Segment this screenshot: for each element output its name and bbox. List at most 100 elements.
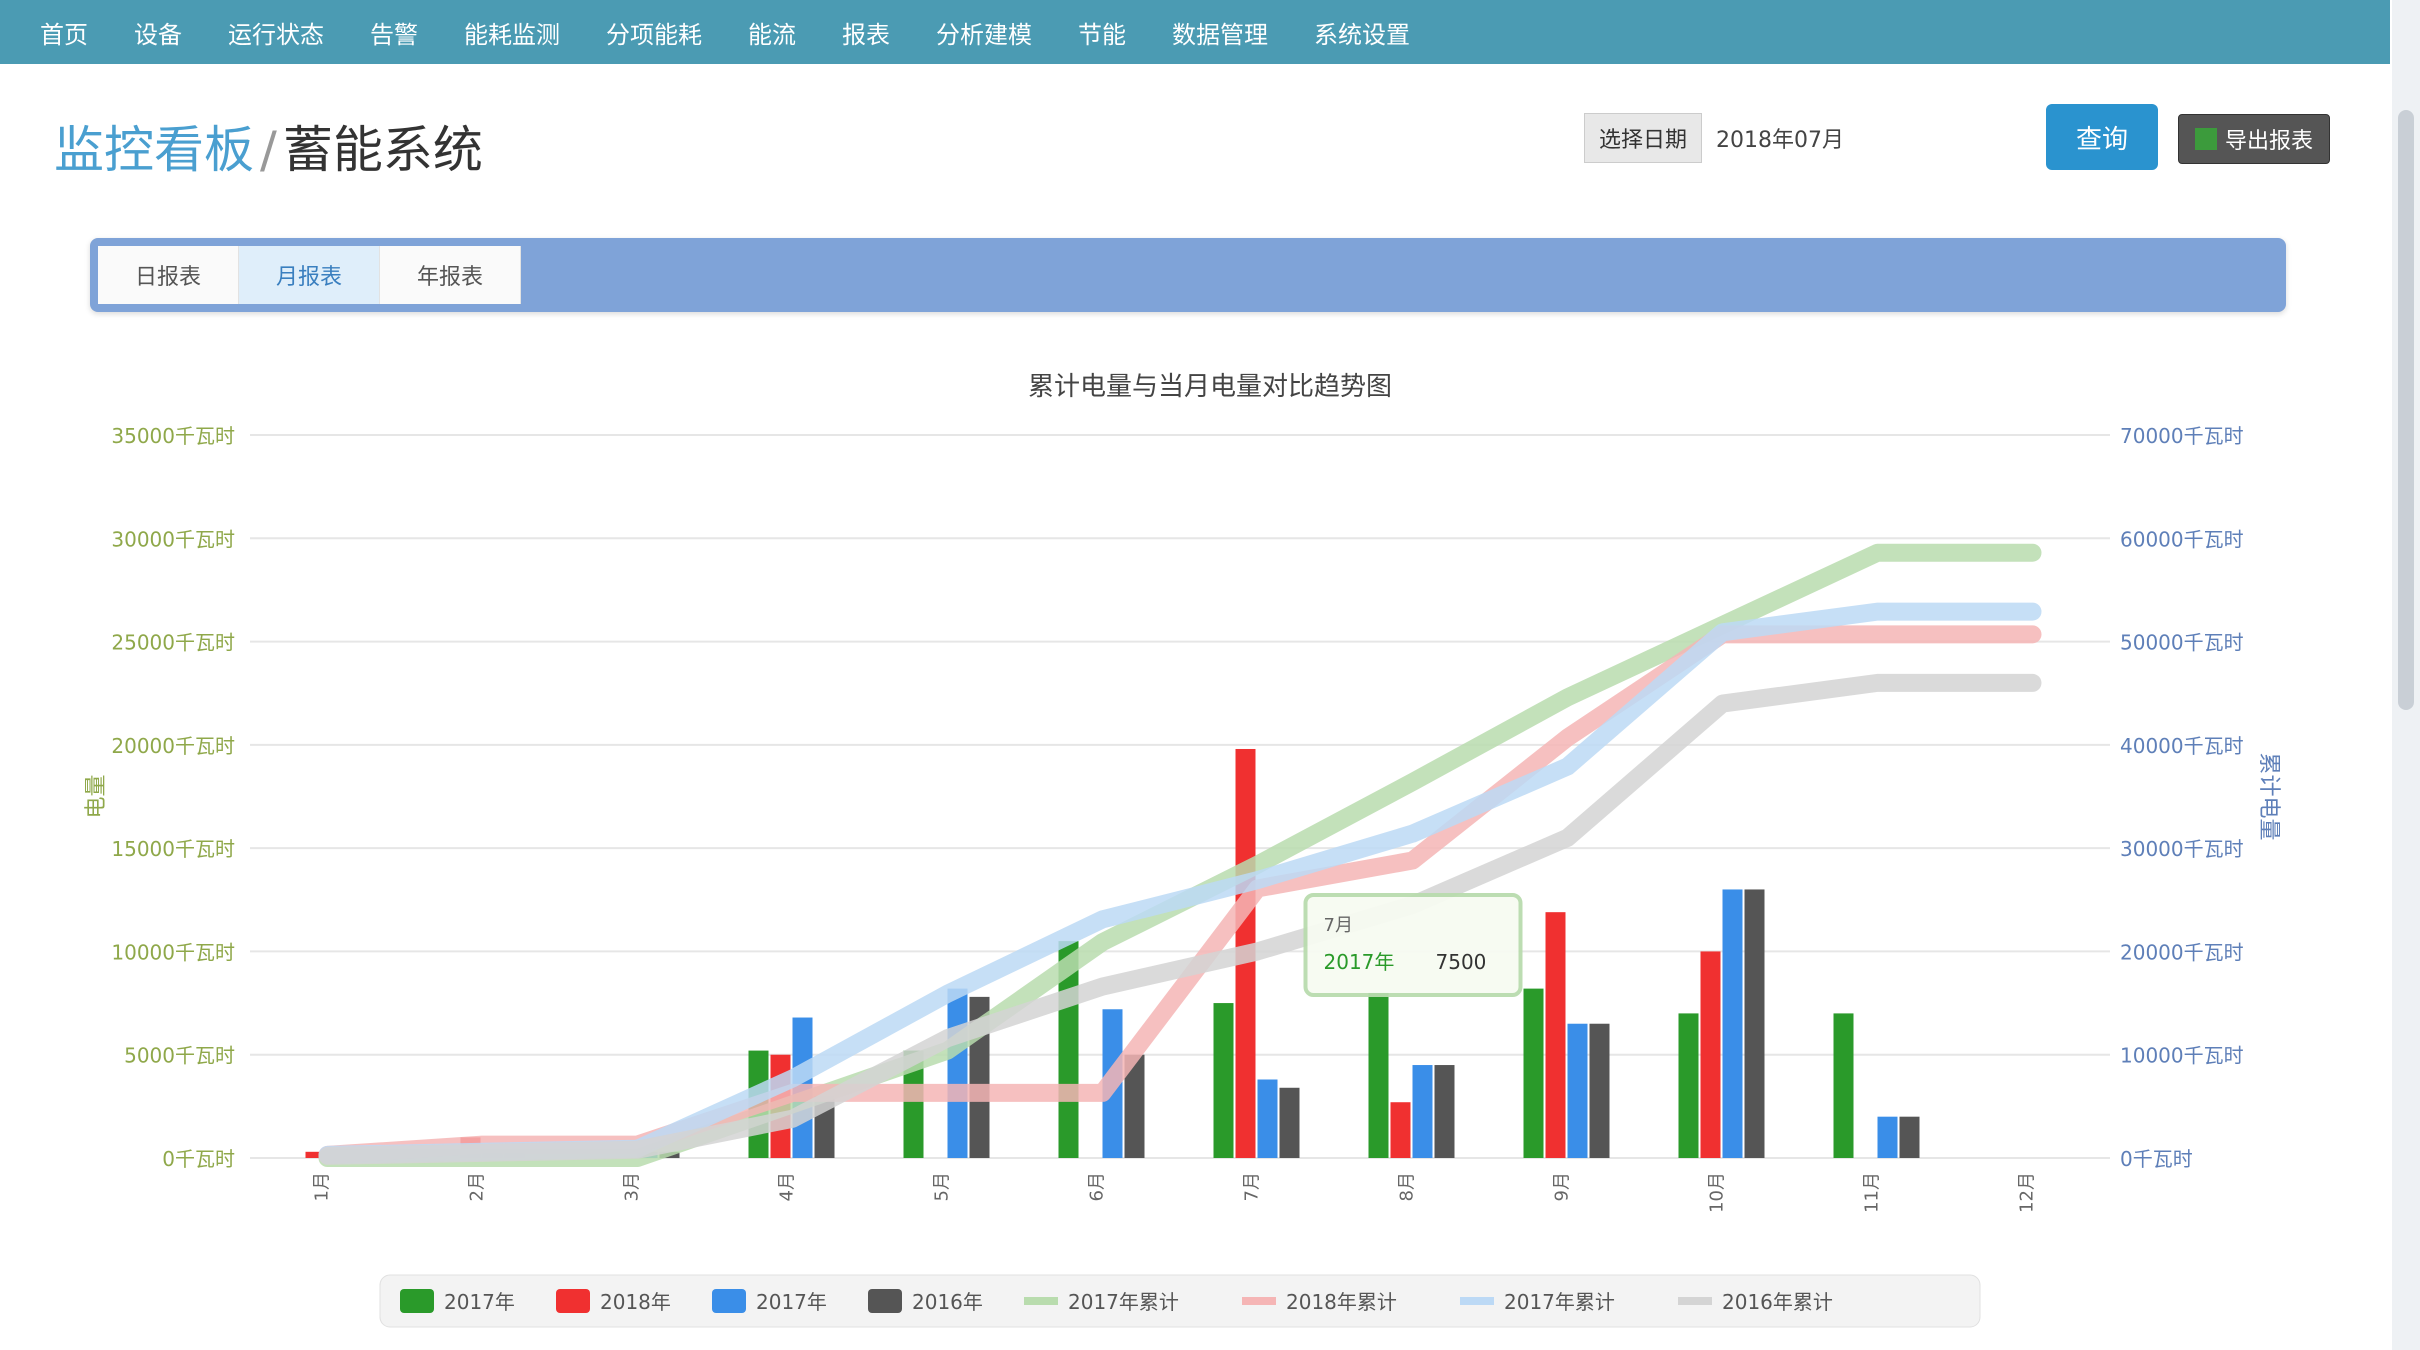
legend-swatch-0 [400, 1289, 434, 1313]
right-tick-label: 10000千瓦时 [2120, 1044, 2244, 1068]
bar-2-8 [1567, 1023, 1588, 1158]
right-tick-label: 60000千瓦时 [2120, 527, 2244, 551]
tooltip-box [1303, 893, 1523, 997]
vertical-scrollbar[interactable] [2392, 0, 2420, 1350]
legend-label-5: 2018年累计 [1286, 1290, 1397, 1314]
left-tick-label: 35000千瓦时 [111, 424, 235, 448]
nav-item-8[interactable]: 分析建模 [936, 20, 1032, 49]
export-label: 导出报表 [2224, 129, 2313, 154]
bar-0-8 [1523, 988, 1544, 1158]
nav-item-6[interactable]: 能流 [748, 20, 796, 49]
right-tick-label: 30000千瓦时 [2120, 837, 2244, 861]
report-tabbar: 日报表 月报表 年报表 [90, 238, 2286, 312]
bar-3-10 [1899, 1116, 1920, 1158]
x-tick-label: 2月 [467, 1172, 488, 1201]
right-tick-label: 0千瓦时 [2120, 1147, 2193, 1171]
bar-1-0 [305, 1151, 326, 1158]
nav-item-0[interactable]: 首页 [40, 20, 88, 49]
left-axis-title: 电量 [84, 774, 109, 818]
top-navigation: 首页 设备 运行状态 告警 能耗监测 分项能耗 能流 报表 分析建模 节能 数据管理 系统设置 [0, 0, 2390, 64]
bar-0-6 [1213, 1003, 1234, 1158]
nav-item-9[interactable]: 节能 [1078, 20, 1126, 49]
page-header: 监控看板 / 蓄能系统 选择日期 2018年07月 查询 导出报表 [54, 104, 2354, 182]
bar-2-9 [1722, 889, 1743, 1158]
bar-0-4 [903, 1050, 924, 1158]
tab-0[interactable]: 日报表 [98, 246, 239, 304]
line-series-0 [318, 543, 2042, 1167]
x-tick-label: 12月 [2017, 1172, 2038, 1213]
bar-2-4 [947, 988, 968, 1158]
bar-0-9 [1678, 1013, 1699, 1158]
legend-label-1: 2018年 [600, 1290, 671, 1314]
query-button[interactable]: 查询 [2046, 104, 2158, 170]
excel-icon [2194, 128, 2217, 150]
chart-title: 累计电量与当月电量对比趋势图 [1028, 372, 1392, 402]
energy-chart: 累计电量与当月电量对比趋势图 0千瓦时 5000千瓦时 10000千瓦时 15000千瓦… [84, 372, 2281, 1328]
x-tick-label: 11月 [1862, 1172, 1883, 1213]
page-title: 蓄能系统 [282, 121, 483, 179]
x-tick-label: 9月 [1552, 1172, 1573, 1201]
tab-2[interactable]: 年报表 [380, 246, 521, 304]
tooltip-value: 7500 [1436, 950, 1487, 974]
legend-box [379, 1274, 1981, 1328]
x-tick-label: 7月 [1242, 1172, 1263, 1201]
x-tick-label: 4月 [777, 1172, 798, 1201]
legend-label-7: 2016年累计 [1722, 1290, 1833, 1314]
x-tick-label: 5月 [932, 1172, 953, 1201]
x-tick-label: 3月 [622, 1172, 643, 1201]
bar-1-8 [1545, 912, 1566, 1158]
x-tick-label: 8月 [1397, 1172, 1418, 1201]
bar-1-7 [1390, 1102, 1411, 1158]
bar-3-8 [1589, 1023, 1610, 1158]
left-tick-label: 10000千瓦时 [111, 940, 235, 964]
bar-3-6 [1279, 1087, 1300, 1158]
tooltip-title: 7月 [1324, 915, 1353, 936]
nav-item-7[interactable]: 报表 [842, 20, 890, 49]
left-tick-label: 20000千瓦时 [111, 734, 235, 758]
breadcrumb-separator: / [260, 121, 277, 179]
bar-0-7 [1368, 992, 1389, 1158]
nav-item-5[interactable]: 分项能耗 [606, 20, 702, 49]
legend-swatch-2 [712, 1289, 746, 1313]
bar-2-6 [1257, 1079, 1278, 1158]
left-tick-label: 30000千瓦时 [111, 527, 235, 551]
right-tick-label: 70000千瓦时 [2120, 424, 2244, 448]
nav-item-2[interactable]: 运行状态 [228, 20, 324, 49]
right-tick-label: 50000千瓦时 [2120, 631, 2244, 655]
bar-3-7 [1434, 1065, 1455, 1158]
bar-2-10 [1877, 1116, 1898, 1158]
left-tick-label: 5000千瓦时 [124, 1044, 235, 1068]
nav-item-10[interactable]: 数据管理 [1172, 20, 1268, 49]
right-tick-label: 20000千瓦时 [2120, 940, 2244, 964]
legend-label-4: 2017年累计 [1068, 1290, 1179, 1314]
tooltip-series: 2017年 [1324, 950, 1395, 974]
breadcrumb-link[interactable]: 监控看板 [54, 121, 254, 179]
right-axis-title: 累计电量 [2256, 752, 2281, 840]
date-label: 选择日期 [1584, 113, 1703, 163]
legend-swatch-1 [556, 1289, 590, 1313]
export-button[interactable]: 导出报表 [2178, 114, 2330, 164]
legend-label-6: 2017年累计 [1504, 1290, 1615, 1314]
tab-1[interactable]: 月报表 [239, 246, 380, 304]
legend-swatch-3 [868, 1289, 902, 1313]
breadcrumb: 监控看板 / 蓄能系统 [54, 110, 483, 182]
x-tick-label: 6月 [1087, 1172, 1108, 1201]
bar-3-9 [1744, 889, 1765, 1158]
x-tick-label: 10月 [1707, 1172, 1728, 1213]
date-picker[interactable]: 选择日期 2018年07月 [1584, 113, 1844, 163]
bar-2-7 [1412, 1065, 1433, 1158]
right-tick-label: 40000千瓦时 [2120, 734, 2244, 758]
left-tick-label: 25000千瓦时 [111, 631, 235, 655]
scrollbar-thumb[interactable] [2398, 110, 2414, 710]
date-value[interactable]: 2018年07月 [1716, 128, 1844, 153]
legend-label-2: 2017年 [756, 1290, 827, 1314]
nav-item-4[interactable]: 能耗监测 [464, 20, 560, 49]
bar-3-5 [1124, 1054, 1145, 1158]
bar-0-10 [1833, 1013, 1854, 1158]
legend-label-0: 2017年 [444, 1290, 515, 1314]
left-tick-label: 15000千瓦时 [111, 837, 235, 861]
bar-1-9 [1700, 951, 1721, 1158]
nav-item-11[interactable]: 系统设置 [1314, 20, 1410, 49]
nav-item-1[interactable]: 设备 [134, 20, 182, 49]
nav-item-3[interactable]: 告警 [370, 20, 418, 49]
